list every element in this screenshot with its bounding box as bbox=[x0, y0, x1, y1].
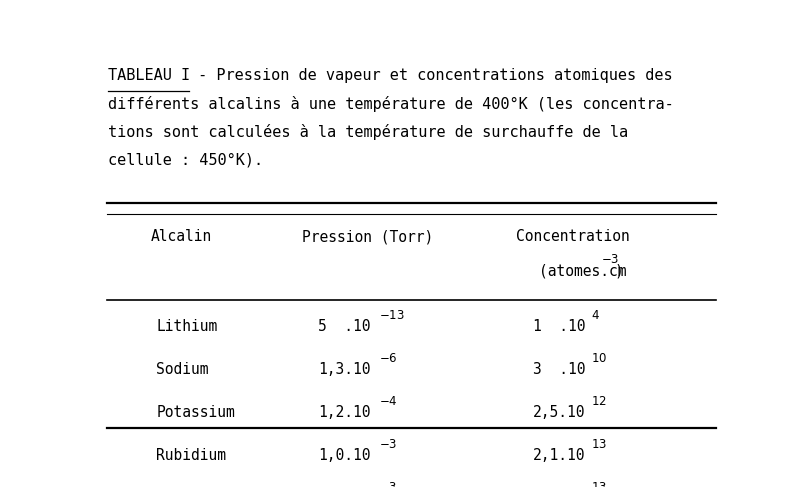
Text: $\mathdefault{-3}$: $\mathdefault{-3}$ bbox=[379, 481, 397, 487]
Text: TABLEAU I: TABLEAU I bbox=[107, 68, 190, 83]
Text: 5  .10: 5 .10 bbox=[318, 319, 371, 334]
Text: Pression (Torr): Pression (Torr) bbox=[302, 229, 433, 244]
Text: $\mathdefault{-4}$: $\mathdefault{-4}$ bbox=[379, 395, 397, 408]
Text: 2,5.10: 2,5.10 bbox=[533, 405, 585, 420]
Text: 2,1.10: 2,1.10 bbox=[533, 449, 585, 464]
Text: Rubidium: Rubidium bbox=[156, 449, 226, 464]
Text: $\mathdefault{10}$: $\mathdefault{10}$ bbox=[590, 352, 606, 365]
Text: 1  .10: 1 .10 bbox=[533, 319, 585, 334]
Text: $\mathdefault{-6}$: $\mathdefault{-6}$ bbox=[379, 352, 397, 365]
Text: $\mathdefault{13}$: $\mathdefault{13}$ bbox=[590, 438, 606, 451]
Text: $\mathdefault{12}$: $\mathdefault{12}$ bbox=[590, 395, 606, 408]
Text: cellule : 450°K).: cellule : 450°K). bbox=[107, 152, 262, 167]
Text: $\mathdefault{13}$: $\mathdefault{13}$ bbox=[590, 481, 606, 487]
Text: différents alcalins à une température de 400°K (les concentra-: différents alcalins à une température de… bbox=[107, 96, 673, 112]
Text: 1,3.10: 1,3.10 bbox=[318, 362, 371, 377]
Text: - Pression de vapeur et concentrations atomiques des: - Pression de vapeur et concentrations a… bbox=[188, 68, 671, 83]
Text: $\mathdefault{-3}$: $\mathdefault{-3}$ bbox=[600, 253, 618, 266]
Text: ): ) bbox=[614, 264, 622, 279]
Text: $\mathdefault{4}$: $\mathdefault{4}$ bbox=[590, 309, 599, 321]
Text: Lithium: Lithium bbox=[156, 319, 217, 334]
Text: (atomes.cm: (atomes.cm bbox=[538, 264, 626, 279]
Text: Potassium: Potassium bbox=[156, 405, 235, 420]
Text: $\mathdefault{-3}$: $\mathdefault{-3}$ bbox=[379, 438, 397, 451]
Text: 1,0.10: 1,0.10 bbox=[318, 449, 371, 464]
Text: Concentration: Concentration bbox=[516, 229, 630, 244]
Text: Sodium: Sodium bbox=[156, 362, 209, 377]
Text: 3  .10: 3 .10 bbox=[533, 362, 585, 377]
Text: Alcalin: Alcalin bbox=[151, 229, 212, 244]
Text: 1,2.10: 1,2.10 bbox=[318, 405, 371, 420]
Text: tions sont calculées à la température de surchauffe de la: tions sont calculées à la température de… bbox=[107, 124, 627, 140]
Text: $\mathdefault{-13}$: $\mathdefault{-13}$ bbox=[379, 309, 404, 321]
